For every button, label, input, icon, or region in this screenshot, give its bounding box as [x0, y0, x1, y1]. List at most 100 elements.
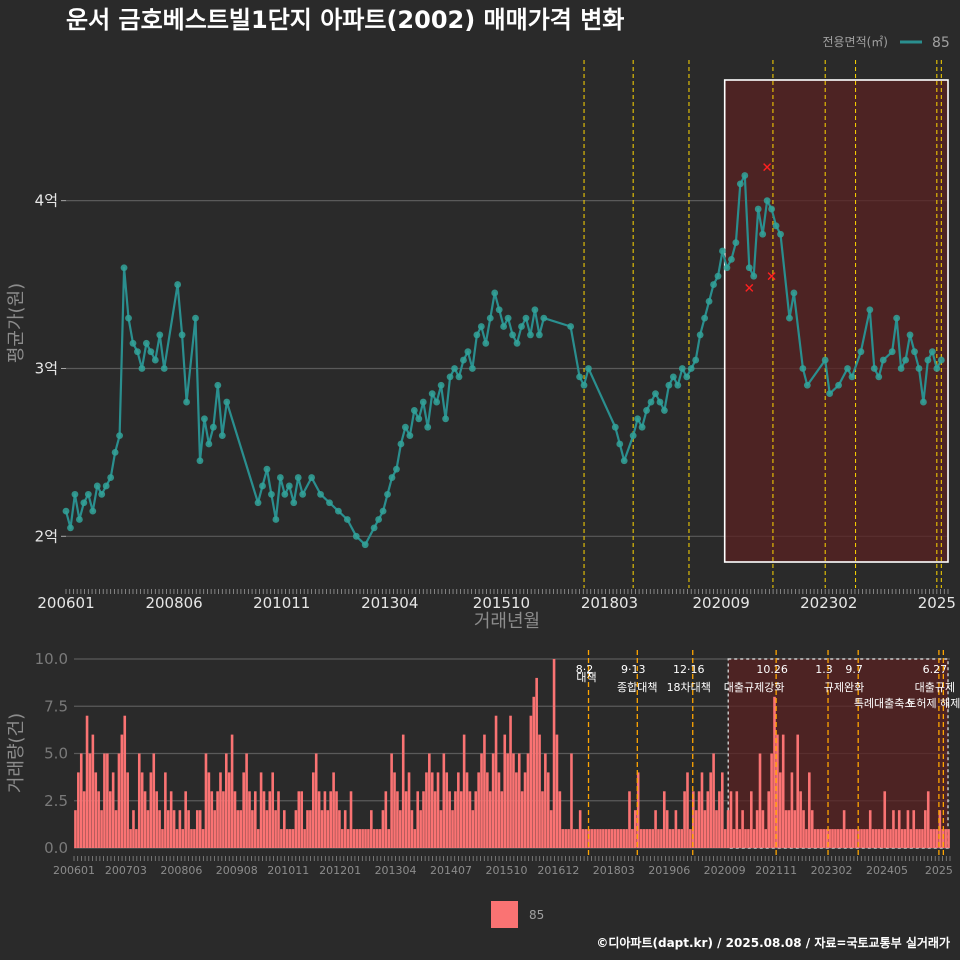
volume-bar [216, 791, 219, 848]
price-data-point [268, 490, 275, 498]
volume-bar [143, 791, 147, 848]
volume-bar [880, 829, 884, 848]
volume-bar [523, 772, 527, 848]
bottom-legend: 85 [491, 901, 544, 928]
volume-bar [413, 829, 417, 848]
price-data-point [620, 457, 628, 465]
volume-x-tick-label: 201510 [485, 864, 527, 877]
volume-bar [758, 753, 762, 848]
price-data-point [509, 331, 516, 339]
volume-bar [375, 829, 379, 848]
volume-bar [851, 829, 855, 848]
volume-bar [561, 829, 565, 848]
volume-bar [123, 715, 127, 848]
volume-bar [262, 791, 266, 848]
volume-bar [506, 753, 509, 848]
volume-bar [233, 791, 237, 848]
volume-y-tick-label: 5.0 [44, 745, 68, 763]
price-data-point [803, 381, 811, 389]
price-data-point [80, 499, 88, 507]
volume-bar [700, 772, 704, 848]
volume-bar [483, 734, 486, 848]
volume-bar [529, 715, 533, 848]
volume-bar [117, 753, 121, 848]
volume-bar [114, 810, 118, 848]
price-plot: 2억 3억 4억 200601 200806 201011 201304 201510 2018… [6, 60, 956, 632]
price-data-point [661, 407, 668, 414]
policy-name-label: 대출규제강화 [724, 681, 785, 694]
volume-bar [358, 829, 362, 848]
price-cancelled-marker [767, 272, 776, 281]
volume-bar [860, 829, 863, 848]
price-data-point [714, 272, 722, 280]
price-data-point [196, 457, 204, 465]
price-cancelled-marker [745, 283, 754, 292]
volume-bar [155, 791, 158, 848]
volume-bar [886, 829, 889, 848]
volume-bar [619, 829, 623, 848]
volume-bar [91, 734, 95, 848]
volume-bar [497, 772, 501, 848]
volume-bar [558, 791, 562, 848]
volume-bar [436, 772, 440, 848]
volume-bar [924, 810, 927, 848]
volume-bar [326, 810, 330, 848]
volume-bar [578, 810, 582, 848]
volume-bar [944, 829, 947, 848]
price-data-point [424, 423, 432, 431]
volume-bar [674, 810, 678, 848]
volume-bar [332, 772, 335, 848]
volume-bar [193, 829, 196, 848]
volume-bar [195, 810, 199, 848]
price-data-point [214, 381, 222, 389]
price-data-point [870, 365, 878, 372]
volume-bar [877, 829, 881, 848]
volume-bar [921, 829, 924, 848]
volume-bar [822, 829, 826, 848]
price-data-point [616, 440, 624, 448]
volume-bar [282, 810, 286, 848]
volume-bar [779, 772, 782, 848]
top-legend: 전용면적(㎡) 85 [822, 35, 949, 51]
volume-bar [236, 810, 240, 848]
price-data-point [263, 465, 271, 473]
price-data-point [754, 205, 762, 213]
volume-bar [161, 829, 164, 848]
volume-bar [198, 810, 202, 848]
volume-bar [300, 791, 304, 848]
volume-bar [457, 772, 460, 848]
volume-bar [535, 677, 538, 848]
price-data-point [147, 348, 155, 356]
price-data-point [500, 323, 508, 330]
volume-bar [314, 753, 318, 848]
volume-bar [584, 829, 588, 848]
volume-bar [622, 829, 625, 848]
price-data-point [513, 339, 521, 347]
volume-bar [88, 753, 92, 848]
volume-x-tick-label: 201906 [648, 864, 690, 877]
price-data-point [687, 365, 695, 372]
volume-bar [152, 753, 156, 848]
policy-name-label: 규제완화 [824, 681, 864, 694]
price-data-point [201, 415, 208, 423]
volume-bar [425, 772, 428, 848]
price-data-point [656, 398, 664, 406]
volume-bar [738, 829, 742, 848]
volume-bar [346, 829, 350, 848]
bottom-legend-swatch [491, 901, 518, 928]
price-data-point [911, 348, 918, 356]
volume-bar [718, 791, 721, 848]
volume-bar [164, 772, 167, 848]
price-data-point [540, 314, 548, 322]
price-data-point [701, 314, 709, 322]
volume-bar [468, 791, 472, 848]
volume-y-tick-label: 2.5 [44, 792, 68, 810]
volume-x-tick-label: 202405 [866, 864, 908, 877]
price-data-point [924, 356, 932, 364]
price-data-point [844, 365, 851, 372]
volume-bar [471, 810, 475, 848]
policy-date-label: 1.3 [815, 663, 833, 676]
volume-bar [285, 829, 289, 848]
volume-bar [755, 810, 759, 848]
volume-bar [82, 791, 86, 848]
